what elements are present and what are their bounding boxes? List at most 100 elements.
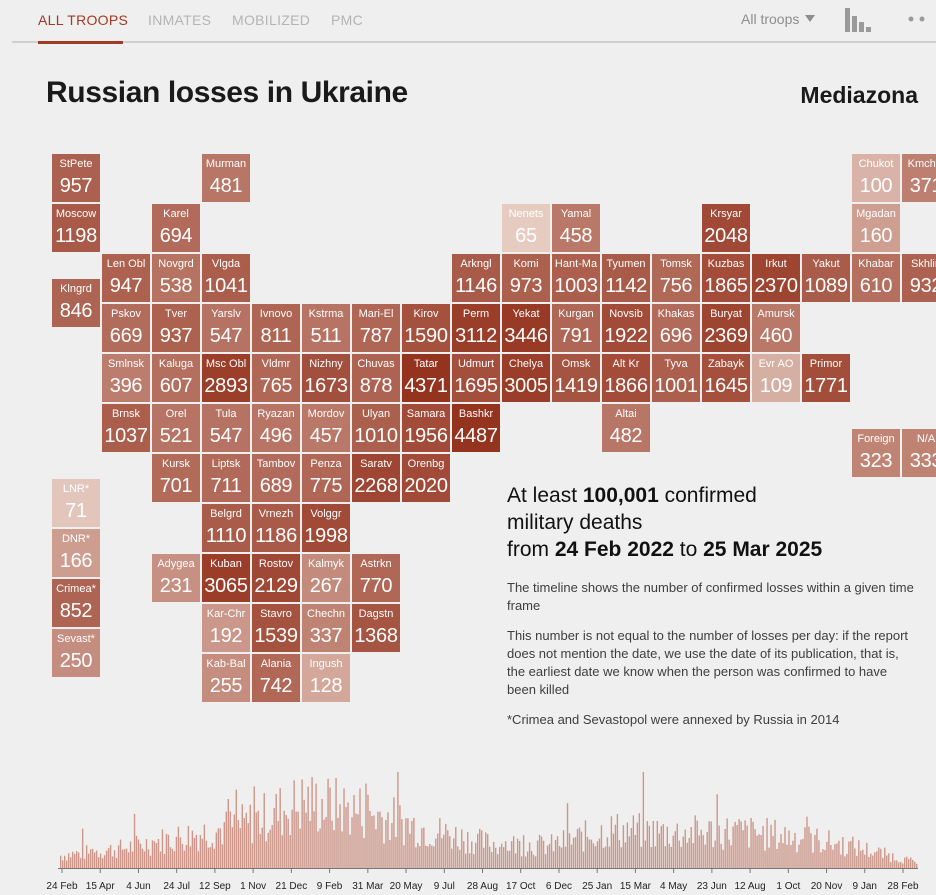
region-tile[interactable]: Chechn 337 [302,604,350,652]
region-tile[interactable]: Pskov 669 [102,304,150,352]
region-tile[interactable]: Kirov 1590 [402,304,450,352]
region-tile[interactable]: LNR* 71 [52,479,100,527]
region-tile[interactable]: Krsyar 2048 [702,204,750,252]
region-tile[interactable]: Klngrd 846 [52,279,100,327]
region-tile[interactable]: Tula 547 [202,404,250,452]
region-tile[interactable]: Yarslv 547 [202,304,250,352]
region-tile[interactable]: Smlnsk 396 [102,354,150,402]
region-tile[interactable]: Alania 742 [252,654,300,702]
region-tile[interactable]: Sevast* 250 [52,629,100,677]
region-tile[interactable]: Ryazan 496 [252,404,300,452]
region-tile[interactable]: Dagstn 1368 [352,604,400,652]
region-tile[interactable]: Belgrd 1110 [202,504,250,552]
region-tile[interactable]: Novsib 1922 [602,304,650,352]
region-tile[interactable]: Samara 1956 [402,404,450,452]
region-tile[interactable]: Ulyan 1010 [352,404,400,452]
region-tile[interactable]: Udmurt 1695 [452,354,500,402]
region-tile[interactable]: Komi 973 [502,254,550,302]
region-tile[interactable]: Astrkn 770 [352,554,400,602]
region-tile[interactable]: Foreign 323 [852,429,900,477]
timeline-bar [636,822,639,868]
region-tile[interactable]: Vldmr 765 [252,354,300,402]
region-tile[interactable]: Tomsk 756 [652,254,700,302]
region-tile[interactable]: Nizhny 1673 [302,354,350,402]
region-tile[interactable]: Nenets 65 [502,204,550,252]
region-tile[interactable]: StPete 957 [52,154,100,202]
tab-pmc[interactable]: PMC [331,12,364,28]
region-tile[interactable]: Evr AO 109 [752,354,800,402]
region-tile[interactable]: Primor 1771 [802,354,850,402]
region-tile[interactable]: Saratv 2268 [352,454,400,502]
region-tile[interactable]: Penza 775 [302,454,350,502]
region-tile[interactable]: Chelya 3005 [502,354,550,402]
region-tile[interactable]: Skhlin 932 [902,254,936,302]
region-tile[interactable]: Len Obl 947 [102,254,150,302]
region-tile[interactable]: Kab-Bal 255 [202,654,250,702]
region-tile[interactable]: Arkngl 1146 [452,254,500,302]
region-tile[interactable]: Kstrma 511 [302,304,350,352]
region-tile[interactable]: Stavro 1539 [252,604,300,652]
region-tile[interactable]: Kuban 3065 [202,554,250,602]
region-tile[interactable]: Altai 482 [602,404,650,452]
region-tile[interactable]: Kalmyk 267 [302,554,350,602]
region-tile[interactable]: Alt Kr 1866 [602,354,650,402]
region-tile[interactable]: Yekat 3446 [502,304,550,352]
region-tile[interactable]: Ivnovo 811 [252,304,300,352]
tab-inmates[interactable]: INMATES [148,12,212,28]
region-tile[interactable]: Orenbg 2020 [402,454,450,502]
region-tile[interactable]: Orel 521 [152,404,200,452]
region-tile[interactable]: Hant-Ma 1003 [552,254,600,302]
region-tile[interactable]: Khakas 696 [652,304,700,352]
region-tile[interactable]: Tyva 1001 [652,354,700,402]
region-tile[interactable]: Vrnezh 1186 [252,504,300,552]
region-value: 496 [259,425,293,447]
region-tile[interactable]: N/A 333 [902,429,936,477]
region-tile[interactable]: Novgrd 538 [152,254,200,302]
daily-losses-timeline[interactable]: 24 Feb 15 Apr 4 Jun 24 Jul 12 Sep 1 Nov 21 Dec… [0,760,936,895]
region-tile[interactable]: Vlgda 1041 [202,254,250,302]
region-tile[interactable]: Rostov 2129 [252,554,300,602]
region-tile[interactable]: Mari-El 787 [352,304,400,352]
region-tile[interactable]: Tyumen 1142 [602,254,650,302]
region-tile[interactable]: Buryat 2369 [702,304,750,352]
region-tile[interactable]: Kursk 701 [152,454,200,502]
region-tile[interactable]: Irkut 2370 [752,254,800,302]
region-tile[interactable]: Msc Obl 2893 [202,354,250,402]
region-tile[interactable]: Omsk 1419 [552,354,600,402]
region-tile[interactable]: Yamal 458 [552,204,600,252]
region-tile[interactable]: Amursk 460 [752,304,800,352]
region-tile[interactable]: Tver 937 [152,304,200,352]
region-tile[interactable]: Bashkr 4487 [452,404,500,452]
region-tile[interactable]: Kaluga 607 [152,354,200,402]
region-tile[interactable]: Mgadan 160 [852,204,900,252]
region-tile[interactable]: Volggr 1998 [302,504,350,552]
region-tile[interactable]: Yakut 1089 [802,254,850,302]
region-tile[interactable]: Karel 694 [152,204,200,252]
bar-chart-icon[interactable] [843,8,871,32]
region-tile[interactable]: Chukot 100 [852,154,900,202]
region-tile[interactable]: Ingush 128 [302,654,350,702]
region-tile[interactable]: Adygea 231 [152,554,200,602]
region-tile[interactable]: Khabar 610 [852,254,900,302]
region-tile[interactable]: Tatar 4371 [402,354,450,402]
region-tile[interactable]: DNR* 166 [52,529,100,577]
region-tile[interactable]: Kmchtk 371 [902,154,936,202]
timeline-bar [648,825,651,868]
region-tile[interactable]: Tambov 689 [252,454,300,502]
region-tile[interactable]: Chuvas 878 [352,354,400,402]
region-tile[interactable]: Murman 481 [202,154,250,202]
more-dots-icon[interactable] [906,16,926,22]
region-tile[interactable]: Brnsk 1037 [102,404,150,452]
region-tile[interactable]: Zabayk 1645 [702,354,750,402]
tab-mobilized[interactable]: MOBILIZED [232,12,311,28]
troop-filter-dropdown[interactable]: All troops [741,11,816,27]
region-tile[interactable]: Kar-Chr 192 [202,604,250,652]
region-tile[interactable]: Kuzbas 1865 [702,254,750,302]
region-tile[interactable]: Crimea* 852 [52,579,100,627]
region-tile[interactable]: Liptsk 711 [202,454,250,502]
region-tile[interactable]: Kurgan 791 [552,304,600,352]
region-tile[interactable]: Mordov 457 [302,404,350,452]
region-tile[interactable]: Perm 3112 [452,304,500,352]
tab-all-troops[interactable]: ALL TROOPS [38,12,129,28]
region-tile[interactable]: Moscow 1198 [52,204,100,252]
